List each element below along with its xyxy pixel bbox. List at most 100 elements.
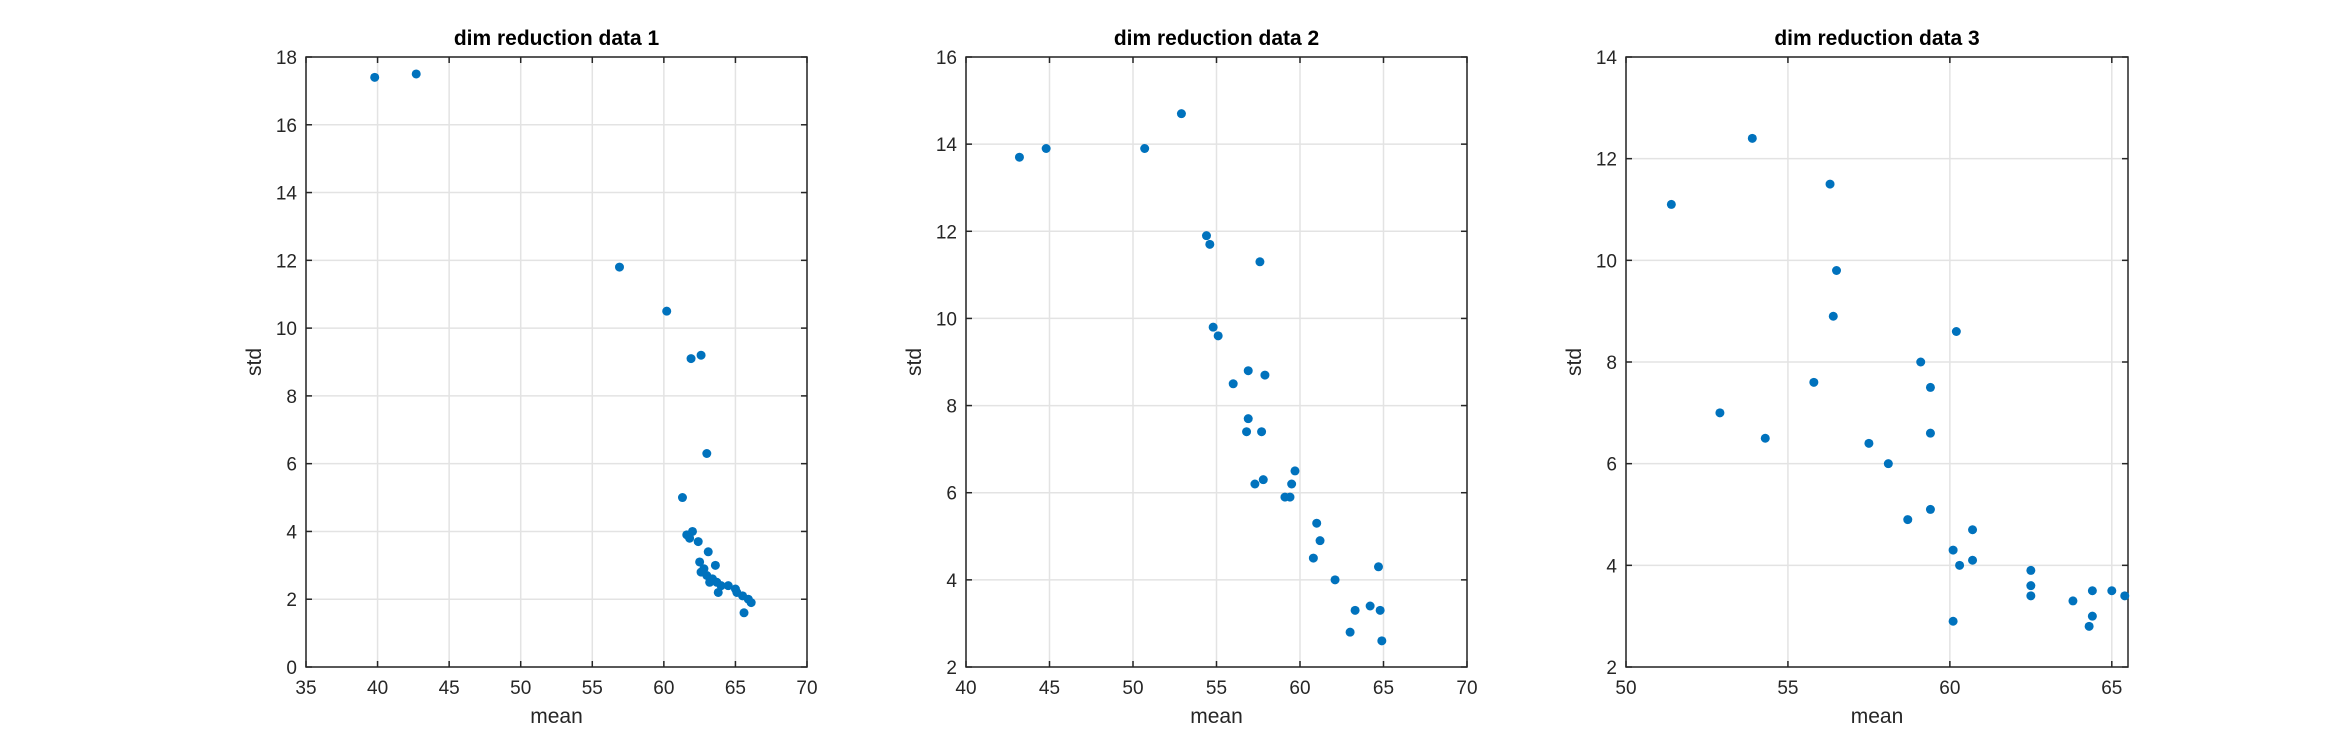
data-point <box>739 608 749 618</box>
data-point <box>1290 466 1300 476</box>
data-point <box>1330 575 1340 585</box>
data-point <box>1832 266 1842 275</box>
x-tick-label: 60 <box>1289 678 1310 699</box>
x-tick-label: 70 <box>796 678 817 699</box>
data-point <box>1228 379 1238 389</box>
data-point <box>1809 377 1819 387</box>
data-point <box>1951 327 1961 336</box>
data-point <box>1285 492 1295 502</box>
y-tick-label: 14 <box>276 184 298 205</box>
x-tick-label: 40 <box>955 678 976 699</box>
y-tick-label: 2 <box>286 590 297 611</box>
y-tick-label: 12 <box>276 251 297 272</box>
y-axis-label: std <box>903 348 926 376</box>
data-point <box>1308 553 1318 563</box>
data-point <box>662 306 672 316</box>
subplot-dim-reduction-data-1: dim reduction data 1 mean std 35 40 45 50 55… <box>243 27 818 728</box>
y-tick-label: 4 <box>946 571 957 592</box>
y-tick-label: 10 <box>1596 251 1617 272</box>
y-axis-label: std <box>243 348 266 376</box>
data-point <box>703 547 713 557</box>
data-point <box>1250 479 1260 489</box>
y-tick-label: 4 <box>1606 556 1617 577</box>
data-point <box>1260 370 1270 380</box>
data-point <box>723 581 733 591</box>
data-point <box>1948 616 1958 626</box>
x-tick-label: 70 <box>1456 678 1477 699</box>
data-point <box>1312 518 1322 528</box>
data-point <box>1747 133 1757 143</box>
data-point <box>710 560 720 570</box>
y-tick-label: 14 <box>936 135 958 156</box>
y-tick-label: 10 <box>276 319 297 340</box>
y-tick-label: 6 <box>286 455 297 476</box>
y-tick-label: 6 <box>946 484 957 505</box>
data-point <box>2026 591 2036 601</box>
axes-frame <box>305 56 808 668</box>
data-point <box>2087 611 2097 621</box>
data-point <box>1925 382 1935 392</box>
data-point <box>695 557 705 567</box>
y-tick-label: 8 <box>946 397 957 418</box>
data-point <box>2120 591 2130 601</box>
data-point <box>716 581 726 591</box>
x-tick-label: 65 <box>725 678 746 699</box>
grid <box>965 56 1468 668</box>
data-point <box>1258 475 1268 485</box>
data-point <box>1176 109 1186 119</box>
data-point <box>1345 627 1355 637</box>
data-point <box>693 537 703 547</box>
x-tick-label: 50 <box>1122 678 1143 699</box>
data-point <box>1208 322 1218 332</box>
data-point <box>1968 525 1978 535</box>
data-point <box>1365 601 1375 611</box>
y-axis-label: std <box>1563 348 1586 376</box>
data-point <box>1883 459 1893 469</box>
data-point <box>1140 144 1150 153</box>
x-tick-label: 60 <box>653 678 674 699</box>
data-point <box>1715 408 1725 418</box>
data-point <box>411 69 421 79</box>
data-point <box>1825 179 1835 189</box>
x-tick-label: 55 <box>582 678 603 699</box>
y-tick-label: 12 <box>1596 150 1617 171</box>
data-point <box>1213 331 1223 341</box>
x-tick-label: 50 <box>510 678 531 699</box>
y-tick-label: 14 <box>1596 48 1618 69</box>
data-point <box>1903 515 1913 525</box>
data-point <box>1375 605 1385 615</box>
x-tick-label: 45 <box>439 678 460 699</box>
y-tick-label: 6 <box>1606 455 1617 476</box>
grid <box>1625 56 2128 668</box>
data-point <box>1201 231 1211 241</box>
x-tick-label: 65 <box>2101 678 2122 699</box>
grid <box>305 56 808 668</box>
y-tick-label: 8 <box>286 387 297 408</box>
data-point <box>1350 605 1360 615</box>
data-point <box>2107 586 2117 596</box>
x-tick-label: 50 <box>1615 678 1636 699</box>
data-point <box>1955 560 1965 570</box>
data-point <box>2087 586 2097 596</box>
data-point <box>1925 504 1935 514</box>
y-tick-label: 10 <box>936 309 957 330</box>
x-tick-label: 45 <box>1039 678 1060 699</box>
data-point <box>686 354 696 364</box>
chart-title: dim reduction data 2 <box>1114 27 1319 50</box>
data-point <box>713 587 723 597</box>
data-point <box>1041 144 1051 153</box>
data-point <box>1948 545 1958 555</box>
x-axis-label: mean <box>1851 705 1904 728</box>
data-point <box>1864 438 1874 448</box>
x-tick-label: 55 <box>1206 678 1227 699</box>
data-point <box>1287 479 1297 489</box>
data-point <box>614 262 624 272</box>
data-point <box>677 493 687 503</box>
data-point <box>1968 555 1978 565</box>
data-point <box>1014 152 1024 162</box>
data-point <box>1205 239 1215 249</box>
data-point <box>1925 428 1935 438</box>
data-point <box>1916 357 1926 367</box>
data-point <box>1257 427 1267 437</box>
